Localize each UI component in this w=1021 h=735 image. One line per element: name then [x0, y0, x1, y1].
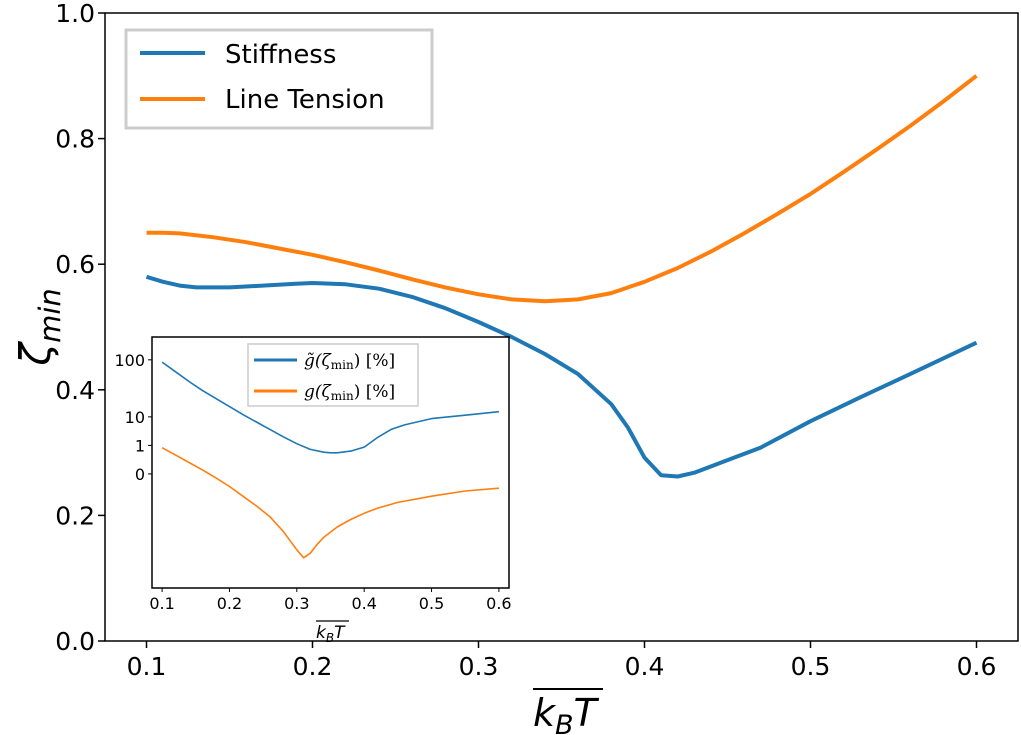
- inset-x-axis-title-main: k: [316, 623, 327, 643]
- inset-legend-box: [247, 343, 419, 407]
- main-x-axis-title: kBT: [533, 691, 600, 735]
- inset-legend-label-g-sub: min: [331, 389, 354, 403]
- main-series-group: [145, 74, 978, 479]
- inset-x-tick-label: 0.3: [284, 594, 309, 613]
- inset-y-tick-label: 100: [114, 351, 145, 370]
- inset-x-tick-label: 0.5: [419, 594, 444, 613]
- inset-x-tick-label: 0.6: [486, 594, 511, 613]
- main-x-axis-title-main: k: [533, 691, 557, 735]
- main-x-tick-label: 0.5: [791, 652, 831, 681]
- main-series-line-stiffness: [145, 274, 978, 479]
- inset-x-axis-title-sub: B: [326, 631, 334, 645]
- main-y-tick-label: 0.6: [55, 250, 95, 279]
- main-y-tick-label: 0.2: [55, 501, 95, 530]
- main-y-axis-title: ζmin: [11, 288, 67, 367]
- inset-legend-label-g-tilde-tail: ) [%]: [354, 351, 395, 371]
- main-y-tick-label: 0.4: [55, 376, 95, 405]
- inset-series-line-1: [161, 446, 499, 559]
- main-x-tick-label: 0.4: [625, 652, 665, 681]
- inset-legend-label-g-tilde-main: g̃(ζ: [304, 351, 333, 371]
- main-x-tick-label: 0.1: [127, 652, 167, 681]
- main-series-line-line-tension: [146, 74, 978, 304]
- inset-x-tick-label: 0.1: [149, 594, 174, 613]
- inset-legend-label-g-tail: ) [%]: [354, 382, 395, 402]
- inset-y-tick-label: 1: [135, 436, 145, 455]
- inset-legend-label-g-tilde: g̃(ζmin) [%]: [304, 351, 395, 372]
- inset-x-tick-label: 0.2: [217, 594, 242, 613]
- inset-x-tick-label: 0.4: [351, 594, 376, 613]
- main-x-tick-label: 0.2: [293, 652, 333, 681]
- inset-legend-label-g-tilde-sub: min: [331, 358, 354, 372]
- inset-series-line-0: [161, 361, 499, 454]
- main-x-tick-label: 0.3: [459, 652, 499, 681]
- inset-y-ticks: 0 1 10 100: [114, 351, 152, 484]
- main-plot-area: [104, 12, 1019, 642]
- main-x-ticks: 0.1 0.2 0.3 0.4 0.5 0.6: [127, 641, 997, 681]
- inset-legend-label-g-main: g(ζ: [304, 382, 333, 402]
- main-y-tick-label: 1.0: [55, 0, 95, 28]
- legend-label-stiffness: Stiffness: [225, 40, 336, 70]
- inset-y-tick-label: 10: [125, 408, 145, 427]
- inset-legend-label-g: g(ζmin) [%]: [304, 382, 395, 403]
- main-legend-box: [124, 28, 434, 130]
- main-legend: Stiffness Line Tension: [124, 28, 434, 130]
- inset-x-ticks: 0.1 0.2 0.3 0.4 0.5 0.6: [149, 588, 512, 613]
- main-x-axis-title-tail: T: [574, 691, 600, 735]
- inset-x-axis-title-tail: T: [334, 623, 346, 643]
- main-y-tick-label: 0.0: [55, 627, 95, 656]
- main-x-tick-label: 0.6: [957, 652, 997, 681]
- main-y-axis-title-main: ζ: [11, 341, 60, 367]
- legend-label-line-tension: Line Tension: [225, 85, 385, 115]
- inset-series-group: [161, 361, 499, 559]
- main-y-ticks: 0.0 0.2 0.4 0.6 0.8 1.0: [55, 0, 105, 656]
- inset-x-axis-title: kBT: [316, 623, 346, 645]
- inset-y-tick-label: 0: [135, 465, 145, 484]
- main-x-axis-title-sub: B: [555, 710, 574, 735]
- main-y-tick-label: 0.8: [55, 125, 95, 154]
- main-y-axis-title-sub: min: [33, 288, 67, 343]
